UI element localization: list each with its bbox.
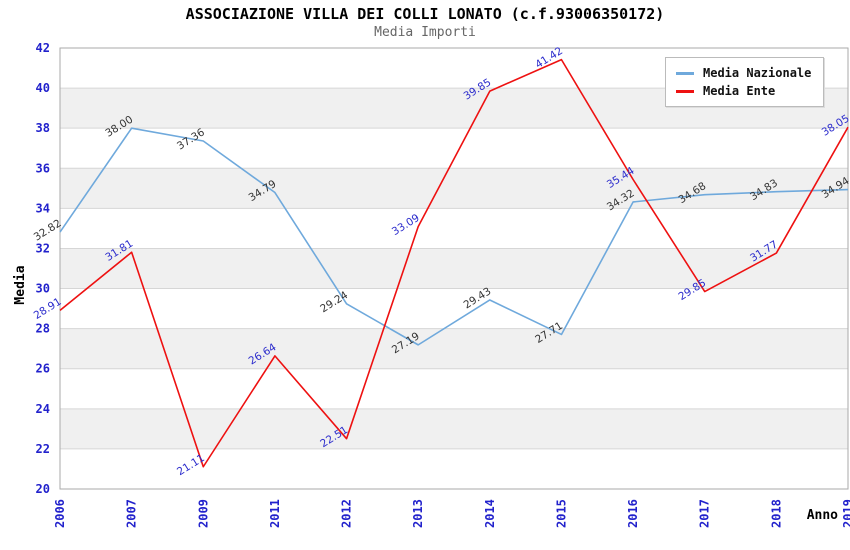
x-tick-label: 2019 xyxy=(841,499,850,528)
x-tick-label: 2012 xyxy=(340,499,354,528)
x-tick-label: 2017 xyxy=(698,499,712,528)
plot-border xyxy=(59,47,849,490)
y-tick-label: 20 xyxy=(36,482,50,496)
x-tick-label: 2009 xyxy=(196,499,210,528)
x-tick-label: 2016 xyxy=(626,499,640,528)
legend-label-media-nazionale: Media Nazionale xyxy=(703,66,812,80)
y-tick-label: 24 xyxy=(36,402,50,416)
legend-label-media-ente: Media Ente xyxy=(703,84,776,98)
y-tick-label: 26 xyxy=(36,362,50,376)
x-tick-label: 2007 xyxy=(125,499,139,528)
x-axis-title: Anno xyxy=(807,508,838,523)
legend-item-media-ente: Media Ente xyxy=(676,82,811,100)
grid-band xyxy=(60,408,848,449)
x-tick-label: 2006 xyxy=(53,499,67,528)
media-ente-point-label: 33.09 xyxy=(390,212,422,238)
x-tick-label: 2018 xyxy=(769,499,783,528)
media-nazionale-point-label: 32.82 xyxy=(32,217,64,243)
media-nazionale-line xyxy=(59,127,849,346)
grid-band xyxy=(60,248,848,289)
y-tick-label: 40 xyxy=(36,81,50,95)
media-nazionale-line-swatch xyxy=(676,71,694,75)
media-ente-point-label: 21.11 xyxy=(175,452,207,478)
media-nazionale-point-label: 37.36 xyxy=(175,126,207,152)
chart-subtitle: Media Importi xyxy=(374,25,476,40)
y-tick-label: 28 xyxy=(36,322,50,336)
media-ente-point-label: 41.42 xyxy=(533,45,565,71)
x-tick-label: 2013 xyxy=(411,499,425,528)
y-tick-label: 34 xyxy=(36,201,50,215)
media-ente-line xyxy=(59,58,849,468)
media-nazionale-point-label: 29.24 xyxy=(318,289,350,315)
grid-band xyxy=(60,328,848,369)
chart-title: ASSOCIAZIONE VILLA DEI COLLI LONATO (c.f… xyxy=(185,5,665,23)
y-tick-label: 22 xyxy=(36,442,50,456)
media-ente-line-swatch xyxy=(676,89,694,93)
legend: Media Nazionale Media Ente xyxy=(665,57,825,107)
media-ente-point-label: 28.91 xyxy=(32,296,64,322)
y-tick-label: 36 xyxy=(36,161,50,175)
x-tick-label: 2015 xyxy=(554,499,568,528)
y-tick-label: 42 xyxy=(36,41,50,55)
y-axis-title: Media xyxy=(13,265,28,304)
y-tick-label: 30 xyxy=(36,282,50,296)
legend-item-media-nazionale: Media Nazionale xyxy=(676,64,811,82)
x-tick-label: 2011 xyxy=(268,499,282,528)
y-tick-label: 32 xyxy=(36,241,50,255)
y-tick-label: 38 xyxy=(36,121,50,135)
grid-band xyxy=(60,168,848,209)
x-tick-label: 2014 xyxy=(483,499,497,528)
